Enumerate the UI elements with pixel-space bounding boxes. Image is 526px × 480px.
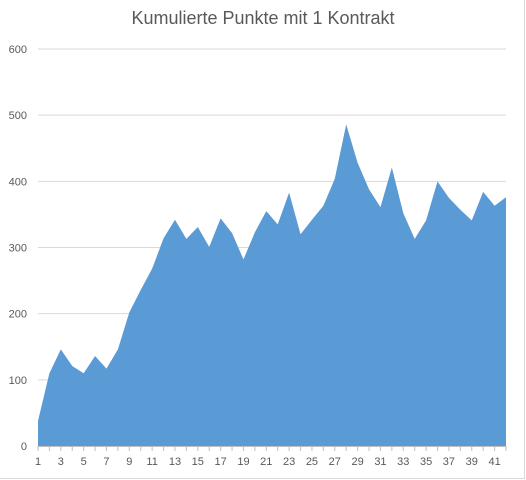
x-tick-label-41: 41 — [488, 456, 500, 468]
x-tick-label-33: 33 — [397, 456, 409, 468]
y-axis-tick-labels: 0 100 200 300 400 500 600 — [9, 44, 27, 453]
series-area-0 — [38, 124, 506, 447]
x-tick-label-3: 3 — [58, 456, 64, 468]
y-tick-label-300: 300 — [9, 243, 27, 255]
x-tick-label-9: 9 — [126, 456, 132, 468]
x-tick-label-37: 37 — [443, 456, 455, 468]
x-tick-label-25: 25 — [306, 456, 318, 468]
x-tick-label-11: 11 — [146, 456, 157, 468]
x-axis-tick-labels: 1 3 5 7 9 11 13 15 17 19 21 23 25 27 29 31 33 35 37 39 41 — [35, 456, 501, 468]
x-tick-label-1: 1 — [35, 456, 41, 468]
x-tick-label-39: 39 — [466, 456, 478, 468]
axes — [37, 446, 507, 451]
x-tick-label-5: 5 — [81, 456, 87, 468]
x-tick-label-15: 15 — [192, 456, 204, 468]
y-tick-label-500: 500 — [9, 110, 27, 122]
y-tick-label-100: 100 — [9, 375, 27, 387]
series-area — [38, 124, 506, 447]
x-tick-label-29: 29 — [351, 456, 363, 468]
y-tick-label-400: 400 — [9, 176, 27, 188]
x-tick-label-35: 35 — [420, 456, 432, 468]
y-tick-label-600: 600 — [9, 44, 27, 56]
y-tick-label-0: 0 — [21, 441, 27, 453]
x-tick-label-13: 13 — [169, 456, 181, 468]
x-tick-label-31: 31 — [374, 456, 386, 468]
x-tick-label-21: 21 — [260, 456, 272, 468]
x-tick-label-17: 17 — [215, 456, 227, 468]
x-tick-label-27: 27 — [329, 456, 341, 468]
x-tick-label-19: 19 — [237, 456, 249, 468]
x-tick-label-23: 23 — [283, 456, 295, 468]
x-tick-label-7: 7 — [103, 456, 109, 468]
chart-title: Kumulierte Punkte mit 1 Kontrakt — [131, 8, 395, 28]
y-tick-label-200: 200 — [9, 309, 27, 321]
